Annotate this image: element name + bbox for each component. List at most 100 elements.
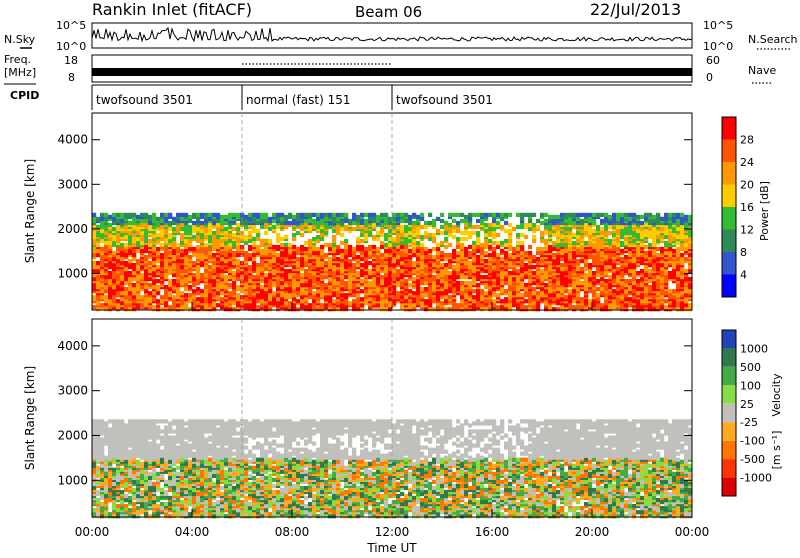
heatmap-cell <box>128 285 132 289</box>
heatmap-cell <box>584 273 588 277</box>
heatmap-cell <box>312 225 316 229</box>
heatmap-cell <box>488 257 492 261</box>
heatmap-cell <box>476 219 480 223</box>
heatmap-cell <box>428 213 432 217</box>
heatmap-cell <box>136 267 140 271</box>
heatmap-cell <box>256 229 260 233</box>
heatmap-cell <box>252 285 256 289</box>
freq-strip: Freq. [MHz] 18 8 60 0 Nave <box>4 53 776 84</box>
heatmap-cell <box>232 233 236 237</box>
heatmap-cell <box>188 285 192 289</box>
heatmap-cell <box>644 217 648 221</box>
heatmap-cell <box>656 263 660 267</box>
heatmap-cell <box>280 291 284 295</box>
heatmap-cell <box>176 295 180 299</box>
heatmap-cell <box>352 263 356 267</box>
heatmap-cell <box>472 299 476 303</box>
heatmap-cell <box>604 213 608 217</box>
heatmap-cell <box>272 219 276 223</box>
heatmap-cell <box>536 261 540 265</box>
heatmap-cell <box>120 243 124 247</box>
heatmap-cell <box>168 305 172 309</box>
heatmap-cell <box>100 255 104 259</box>
heatmap-cell <box>300 273 304 277</box>
heatmap-cell <box>644 223 648 227</box>
heatmap-cell <box>140 213 144 217</box>
heatmap-cell <box>472 213 476 217</box>
heatmap-cell <box>568 213 572 217</box>
heatmap-cell <box>588 213 592 217</box>
heatmap-cell <box>292 265 296 269</box>
heatmap-cell <box>568 299 572 303</box>
heatmap-cell <box>436 267 440 271</box>
heatmap-cell <box>556 287 560 291</box>
heatmap-cell <box>528 251 532 255</box>
heatmap-cell <box>220 261 224 265</box>
heatmap-cell <box>336 227 340 231</box>
heatmap-cell <box>224 215 228 219</box>
heatmap-cell <box>356 237 360 241</box>
heatmap-cell <box>200 299 204 303</box>
heatmap-cell <box>620 249 624 253</box>
nave-label: Nave <box>748 64 776 77</box>
heatmap-cell <box>296 213 300 217</box>
heatmap-cell <box>536 247 540 251</box>
heatmap-cell <box>520 293 524 297</box>
heatmap-cell <box>212 283 216 287</box>
nsky-tick-top: 10^5 <box>56 19 86 32</box>
heatmap-cell <box>640 215 644 219</box>
heatmap-cell <box>436 261 440 265</box>
heatmap-cell <box>548 225 552 229</box>
heatmap-cell <box>260 225 264 229</box>
heatmap-cell <box>368 251 372 255</box>
heatmap-cell <box>148 299 152 303</box>
heatmap-cell <box>456 267 460 271</box>
heatmap-cell <box>612 217 616 221</box>
heatmap-cell <box>192 289 196 293</box>
heatmap-cell <box>296 307 300 311</box>
heatmap-cell <box>408 261 412 265</box>
heatmap-cell <box>104 213 108 217</box>
heatmap-cell <box>428 263 432 267</box>
heatmap-cell <box>412 221 416 225</box>
heatmap-cell <box>100 251 104 255</box>
beam-title: Beam 06 <box>355 3 422 21</box>
heatmap-cell <box>580 305 584 309</box>
heatmap-cell <box>564 243 568 247</box>
heatmap-cell <box>472 295 476 299</box>
heatmap-cell <box>568 305 572 309</box>
heatmap-cell <box>612 299 616 303</box>
heatmap-cell <box>448 227 452 231</box>
heatmap-cell <box>304 241 308 245</box>
heatmap-cell <box>500 241 504 245</box>
heatmap-cell <box>128 237 132 241</box>
heatmap-cell <box>328 277 332 281</box>
heatmap-cell <box>532 259 536 263</box>
heatmap-cell <box>92 295 96 299</box>
heatmap-cell <box>472 249 476 253</box>
heatmap-cell <box>116 213 120 217</box>
heatmap-cell <box>360 245 364 249</box>
heatmap-cell <box>620 289 624 293</box>
heatmap-cell <box>108 307 112 311</box>
heatmap-cell <box>176 271 180 275</box>
heatmap-cell <box>144 213 148 217</box>
heatmap-cell <box>672 249 676 253</box>
heatmap-cell <box>184 293 188 297</box>
heatmap-cell <box>308 273 312 277</box>
heatmap-cell <box>468 269 472 273</box>
heatmap-cell <box>652 243 656 247</box>
heatmap-cell <box>604 299 608 303</box>
heatmap-cell <box>320 245 324 249</box>
heatmap-cell <box>268 239 272 243</box>
heatmap-cell <box>276 233 280 237</box>
heatmap-cell <box>300 257 304 261</box>
heatmap-cell <box>192 307 196 311</box>
heatmap-cell <box>480 219 484 223</box>
heatmap-cell <box>420 225 424 229</box>
heatmap-cell <box>488 265 492 269</box>
heatmap-cell <box>616 297 620 301</box>
heatmap-cell <box>468 265 472 269</box>
heatmap-cell <box>300 303 304 307</box>
heatmap-cell <box>408 239 412 243</box>
